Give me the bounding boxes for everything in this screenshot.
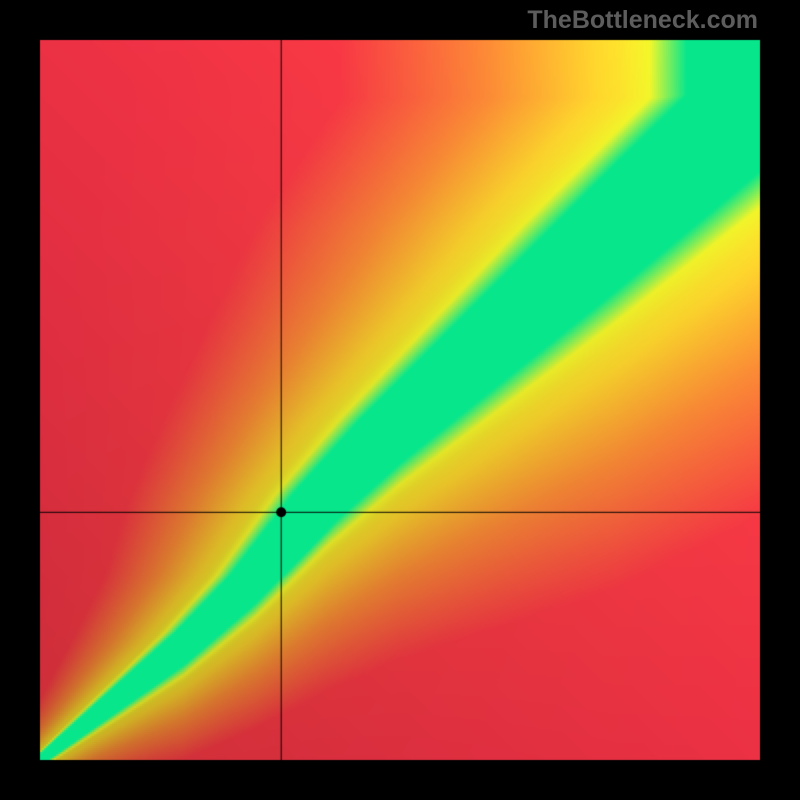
chart-container: TheBottleneck.com: [0, 0, 800, 800]
watermark-text: TheBottleneck.com: [527, 6, 758, 35]
heatmap-canvas: [0, 0, 800, 800]
